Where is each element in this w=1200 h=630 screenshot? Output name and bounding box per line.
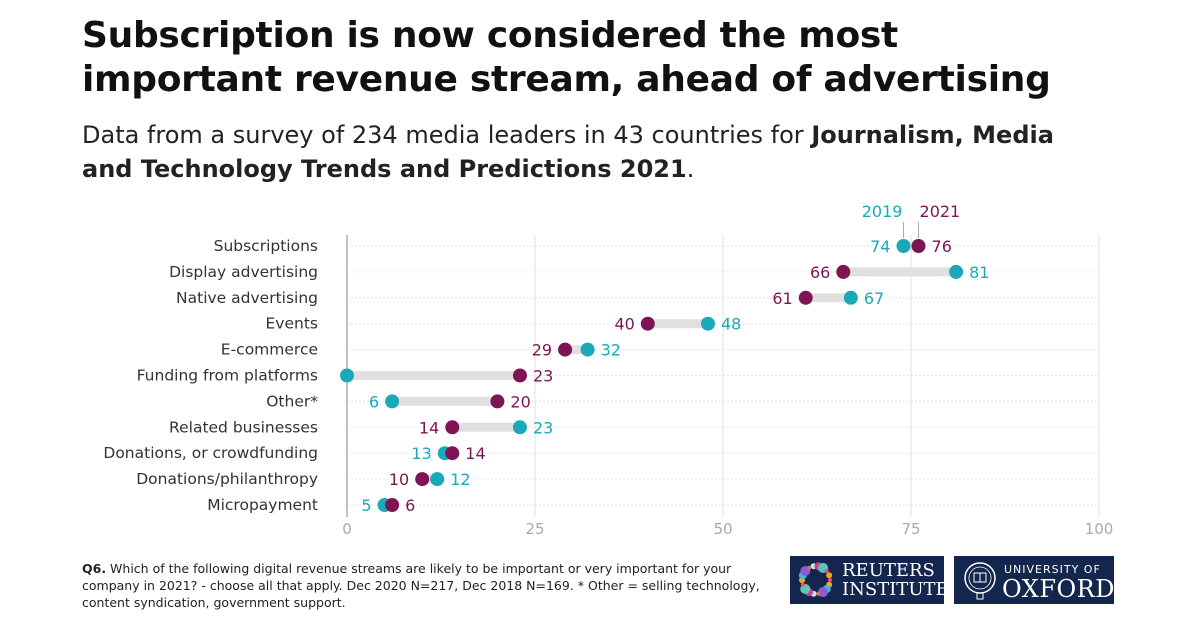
- data-point-2021: [640, 316, 655, 331]
- data-point-2021: [512, 368, 527, 383]
- legend-label-2019: 2019: [862, 202, 903, 221]
- logo-text-line: REUTERS: [842, 560, 935, 581]
- data-point-2021: [415, 472, 430, 487]
- chart-subtitle: Data from a survey of 234 media leaders …: [82, 118, 1082, 186]
- chart-title: Subscription is now considered the most …: [82, 15, 1051, 100]
- x-tick-label: 75: [901, 520, 920, 538]
- data-label-2021: 61: [772, 289, 792, 308]
- data-point-2019: [512, 420, 527, 435]
- logo-text-line: UNIVERSITY OF: [1004, 563, 1101, 576]
- data-point-2021: [836, 264, 851, 279]
- subtitle-end: .: [686, 155, 695, 183]
- data-point-2019: [385, 394, 400, 409]
- reuters-dots-icon: [798, 562, 833, 598]
- data-point-2019: [700, 316, 715, 331]
- footnote-question-number: Q6.: [82, 561, 107, 576]
- category-label: Donations/philanthropy: [136, 470, 318, 488]
- reuters-institute-logo: REUTERS INSTITUTE: [790, 556, 949, 604]
- data-point-2019: [340, 368, 354, 383]
- data-label-2021: 76: [932, 237, 952, 256]
- subtitle-report-name: Journalism, Media and Technology Trends …: [82, 121, 1054, 183]
- data-point-2019: [949, 264, 964, 279]
- data-point-2021: [558, 342, 573, 357]
- data-label-2019: 67: [864, 289, 884, 308]
- dumbbell-chart: 0 25 50 75 100 Subscriptions 74 76 Display adver…: [103, 202, 1114, 538]
- category-label: E-commerce: [221, 341, 318, 359]
- logo-dot: [807, 565, 811, 570]
- data-label-2019: 6: [369, 392, 379, 411]
- category-label: Events: [266, 315, 318, 333]
- data-label-2019: 48: [721, 315, 741, 334]
- data-label-2019: 81: [969, 263, 989, 282]
- data-label-2019: 13: [411, 444, 431, 463]
- category-label: Display advertising: [169, 263, 318, 281]
- data-point-2019: [430, 472, 445, 487]
- logo-dot: [828, 578, 832, 582]
- data-label-2021: 66: [810, 263, 830, 282]
- data-label-2021: 14: [419, 418, 439, 437]
- data-point-2021: [911, 239, 926, 253]
- data-point-2021: [445, 446, 460, 461]
- legend-label-2021: 2021: [920, 202, 961, 221]
- footnote-text: Which of the following digital revenue s…: [82, 561, 760, 610]
- data-label-2021: 10: [389, 470, 409, 489]
- logo-dot: [800, 582, 805, 587]
- category-label: Subscriptions: [214, 237, 318, 255]
- logo-dot: [824, 569, 829, 574]
- data-label-2021: 6: [405, 496, 415, 515]
- category-label: Other*: [266, 392, 318, 410]
- data-label-2021: 23: [533, 367, 553, 386]
- x-tick-label: 100: [1085, 520, 1114, 538]
- data-label-2019: 12: [450, 470, 470, 489]
- subtitle-text: Data from a survey of 234 media leaders …: [82, 121, 812, 149]
- category-label: Funding from platforms: [137, 367, 318, 385]
- data-label-2019: 23: [533, 418, 553, 437]
- x-tick-label: 50: [713, 520, 732, 538]
- data-point-2021: [798, 290, 813, 305]
- data-label-2019: 5: [361, 496, 371, 515]
- data-point-2021: [385, 498, 400, 512]
- category-label: Native advertising: [176, 289, 318, 307]
- x-tick-label: 0: [342, 520, 352, 538]
- data-label-2019: 74: [870, 237, 890, 256]
- oxford-crest-icon: [964, 562, 996, 600]
- footnote: Q6. Which of the following digital reven…: [82, 560, 762, 611]
- x-tick-label: 25: [525, 520, 544, 538]
- data-label-2021: 20: [510, 392, 530, 411]
- data-label-2021: 29: [532, 341, 552, 360]
- logo-text-line: INSTITUTE: [842, 579, 949, 600]
- logo-dot: [826, 572, 833, 579]
- data-point-2021: [490, 394, 505, 409]
- oxford-logo: UNIVERSITY OF OXFORD: [954, 556, 1114, 604]
- data-label-2019: 32: [601, 341, 621, 360]
- logo-dot: [816, 591, 821, 596]
- logo-dot: [818, 587, 828, 598]
- data-point-2019: [843, 290, 858, 305]
- data-label-2021: 40: [614, 315, 634, 334]
- data-point-2019: [896, 239, 911, 253]
- logo-text-line: OXFORD: [1002, 575, 1115, 603]
- data-label-2021: 14: [465, 444, 485, 463]
- data-point-2019: [580, 342, 595, 357]
- category-label: Related businesses: [169, 418, 318, 436]
- category-label: Micropayment: [207, 496, 318, 514]
- category-label: Donations, or crowdfunding: [103, 444, 318, 462]
- data-point-2021: [445, 420, 460, 435]
